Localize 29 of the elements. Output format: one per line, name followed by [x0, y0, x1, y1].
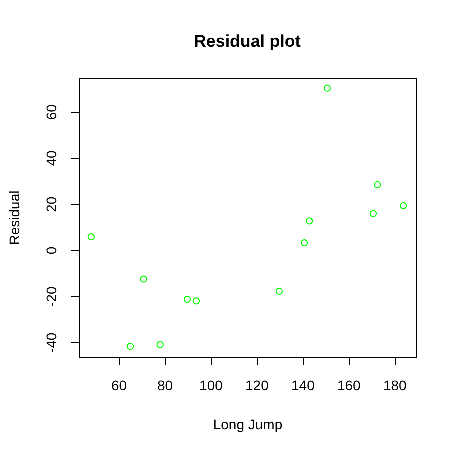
point [370, 210, 378, 218]
x-axis-title: Long Jump [213, 416, 283, 432]
x-tick-label: 160 [337, 378, 362, 394]
y-axis-title: Residual [6, 190, 22, 246]
y-tick-label: -40 [44, 332, 60, 354]
point [126, 343, 134, 350]
point [300, 240, 308, 247]
chart-title: Residual plot [194, 32, 302, 51]
point [400, 202, 408, 210]
point [306, 218, 314, 225]
point [192, 298, 200, 305]
y-tick-label: 20 [44, 196, 60, 212]
x-tick-label: 120 [246, 378, 270, 394]
y-tick-label: -20 [44, 286, 60, 307]
point [140, 276, 148, 283]
point [374, 181, 382, 189]
point [88, 234, 95, 241]
x-tick-label: 140 [291, 378, 316, 394]
point [184, 296, 192, 304]
point [156, 341, 164, 348]
y-tick-label: 40 [44, 150, 60, 166]
point [276, 288, 284, 296]
y-tick-label: 0 [44, 246, 60, 255]
x-tick-label: 80 [157, 378, 174, 394]
x-tick-label: 100 [200, 378, 224, 394]
x-tick-label: 60 [111, 378, 128, 394]
point [324, 84, 332, 92]
x-tick-label: 180 [383, 378, 408, 394]
y-tick-label: 60 [44, 104, 60, 120]
